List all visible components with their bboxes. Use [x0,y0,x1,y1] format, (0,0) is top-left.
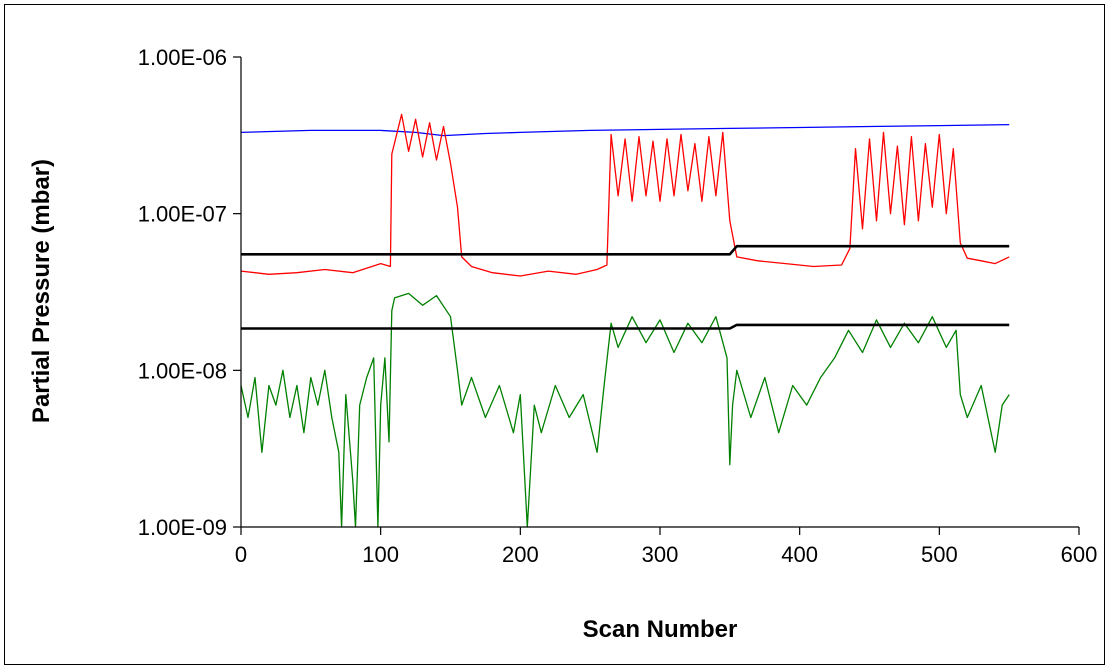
y-axis-title: Partial Pressure (mbar) [28,159,55,423]
x-tick-label: 400 [781,542,818,567]
series-line-1 [240,113,1010,277]
x-tick-label: 500 [921,542,958,567]
chart-frame [4,4,1105,665]
x-tick-label: 600 [1061,542,1098,567]
x-tick-label: 200 [502,542,539,567]
series-line-0 [240,123,1010,137]
y-tick-label: 1.00E-09 [138,515,227,540]
y-tick-label: 1.00E-06 [138,45,227,70]
y-tick-label: 1.00E-07 [138,202,227,227]
x-tick-label: 300 [642,542,679,567]
x-tick-label: 100 [362,542,399,567]
series-line-4 [241,323,1010,330]
series-line-2 [240,292,1010,528]
x-axis-title: Scan Number [583,616,738,643]
series-layer [240,113,1010,528]
series-line-3 [241,244,1010,256]
y-tick-label: 1.00E-08 [138,358,227,383]
axes-layer: 0 100 200 300 400 500 600 1.00E-09 1.00E-08 1.00E… [138,45,1098,567]
x-tick-label: 0 [235,542,247,567]
